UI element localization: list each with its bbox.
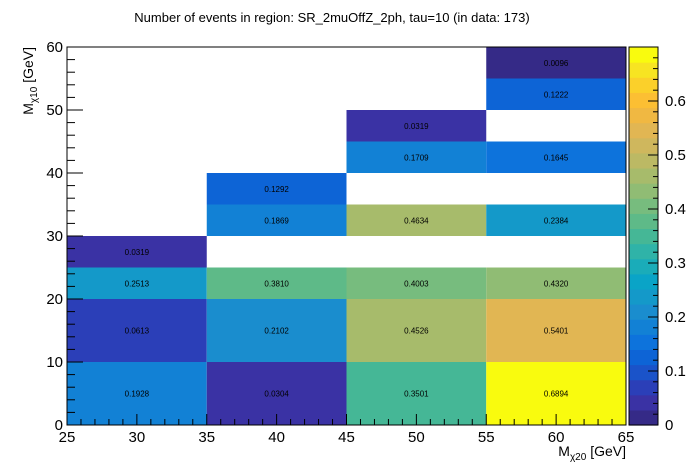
colorbar-swatch: [629, 92, 658, 109]
colorbar-swatch: [629, 122, 658, 139]
colorbar-swatch: [629, 77, 658, 93]
cell-value-label: 0.2384: [544, 216, 569, 225]
heatmap-cell: [206, 267, 347, 299]
cell-value-label: 0.4526: [404, 327, 429, 336]
colorbar-swatch: [629, 409, 658, 426]
cell-value-label: 0.0319: [404, 122, 429, 131]
colorbar-tick-label: 0.2: [665, 309, 686, 326]
heatmap-cell: [486, 78, 626, 110]
x-tick-label: 65: [618, 429, 635, 446]
colorbar-tick-label: 0.4: [665, 201, 686, 218]
heatmap-cell: [486, 47, 626, 79]
heatmap-cell: [486, 299, 626, 362]
colorbar-tick-label: 0.6: [665, 93, 686, 110]
y-tick-label: 20: [46, 291, 63, 308]
cell-value-label: 0.4634: [404, 216, 429, 225]
axes: 25 30 35 40 45 50 55 60 65 0 10 20 30 40 50 60: [46, 39, 634, 446]
cell-value-label: 0.0613: [125, 327, 150, 336]
x-tick-label: 50: [408, 429, 425, 446]
y-tick-label: 30: [46, 228, 63, 245]
x-tick-label: 40: [268, 429, 285, 446]
chart-title: Number of events in region: SR_2muOffZ_2…: [134, 10, 529, 25]
cell-value-label: 0.1645: [544, 153, 569, 162]
cell-value-label: 0.4003: [404, 279, 429, 288]
colorbar-tick-label: 0.1: [665, 363, 686, 380]
colorbar-swatch: [629, 228, 658, 245]
heatmap-cell: [486, 204, 626, 236]
heatmap-cell: [346, 299, 487, 362]
cell-value-label: 0.5401: [544, 327, 569, 336]
colorbar-tick-label: 0: [665, 417, 673, 434]
heatmap-cell-labels: 0.1928 0.0304 0.3501 0.6894 0.0613 0.2102 0.45…: [125, 59, 569, 399]
cell-value-label: 0.0319: [125, 248, 150, 257]
colorbar-swatch: [629, 364, 658, 381]
heatmap-cell: [486, 267, 626, 299]
heatmap-cell: [486, 141, 626, 173]
cell-value-label: 0.2513: [125, 279, 150, 288]
heatmap-cell: [67, 236, 207, 268]
heatmap-cell: [67, 299, 207, 362]
x-tick-label: 45: [338, 429, 355, 446]
cell-value-label: 0.3810: [264, 279, 289, 288]
colorbar-swatch: [629, 167, 658, 184]
heatmap-cell: [206, 173, 347, 205]
colorbar-swatch: [629, 379, 658, 396]
cell-value-label: 0.1709: [404, 153, 429, 162]
color-scale: 0 0.1 0.2 0.3 0.4 0.5 0.6: [628, 46, 686, 434]
y-axis-title: Mχ10 [GeV]: [20, 47, 40, 115]
colorbar-tick-label: 0.3: [665, 255, 686, 272]
y-tick-label: 10: [46, 354, 63, 371]
colorbar-swatch: [629, 319, 658, 335]
colorbar-swatch: [629, 107, 658, 124]
colorbar-swatch: [629, 243, 658, 260]
heatmap-cell: [346, 204, 487, 236]
y-tick-label: 60: [46, 39, 63, 56]
heatmap-cell: [206, 299, 347, 362]
colorbar-tick-label: 0.5: [665, 147, 686, 164]
x-tick-label: 60: [548, 429, 565, 446]
colorbar-swatch: [629, 334, 658, 350]
heatmap-cell: [346, 110, 487, 142]
x-axis-title: Mχ20 [GeV]: [558, 443, 626, 463]
colorbar-swatch: [629, 183, 658, 199]
colorbar-swatch: [629, 137, 658, 154]
colorbar-swatch: [629, 273, 658, 290]
heatmap-cell: [346, 141, 487, 173]
cell-value-label: 0.0096: [544, 59, 569, 68]
cell-value-label: 0.1928: [125, 390, 150, 399]
colorbar-swatch: [629, 304, 658, 320]
y-tick-label: 40: [46, 165, 63, 182]
cell-value-label: 0.4320: [544, 279, 569, 288]
y-tick-label: 50: [46, 102, 63, 119]
heatmap-cell: [346, 267, 487, 299]
x-tick-label: 25: [59, 429, 76, 446]
y-tick-label: 0: [55, 417, 63, 434]
colorbar-swatch: [629, 288, 658, 305]
cell-value-label: 0.6894: [544, 390, 569, 399]
heatmap-cells: [67, 47, 626, 425]
colorbar-swatch: [629, 198, 658, 214]
cell-value-label: 0.0304: [264, 390, 289, 399]
colorbar-swatch: [629, 47, 658, 63]
cell-value-label: 0.3501: [404, 390, 429, 399]
colorbar-swatch: [629, 258, 658, 275]
x-tick-label: 55: [478, 429, 495, 446]
colorbar-frame: [628, 46, 659, 426]
heatmap-cell: [67, 267, 207, 299]
colorbar-swatch: [629, 213, 658, 230]
x-tick-label: 30: [129, 429, 146, 446]
colorbar-swatch: [629, 152, 658, 169]
x-tick-label: 35: [198, 429, 215, 446]
heatmap-cell: [206, 204, 347, 236]
colorbar-swatch: [629, 349, 658, 366]
cell-value-label: 0.2102: [264, 327, 289, 336]
colorbar-swatch: [629, 62, 658, 78]
cell-value-label: 0.1869: [264, 216, 289, 225]
colorbar-swatch: [629, 394, 658, 411]
cell-value-label: 0.1222: [544, 90, 569, 99]
cell-value-label: 0.1292: [264, 185, 289, 194]
